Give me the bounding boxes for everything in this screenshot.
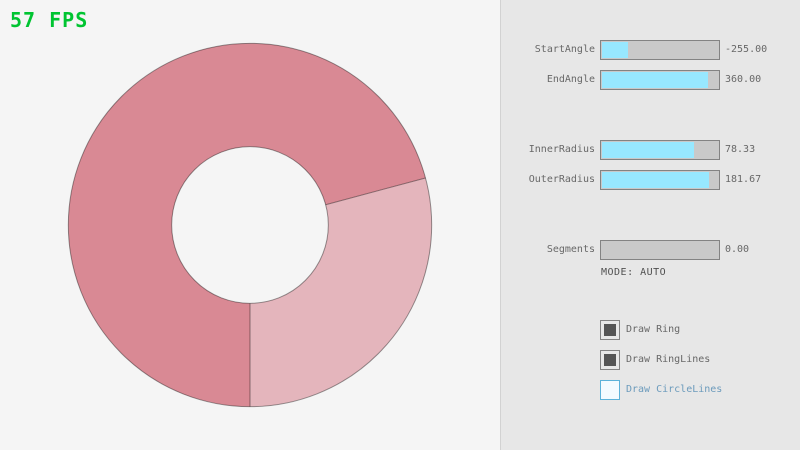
startangle-label: StartAngle [534, 44, 595, 55]
innerradius-slider-row: InnerRadius 78.33 [501, 140, 800, 160]
ring-endcap-line-upper-right [325, 177, 426, 206]
endangle-slider[interactable] [600, 70, 720, 90]
endangle-slider-row: EndAngle 360.00 [501, 70, 800, 90]
draw-ringlines-label: Draw RingLines [626, 354, 711, 365]
segments-slider-row: Segments 0.00 [501, 240, 800, 260]
ring-visual [67, 42, 433, 408]
segments-value: 0.00 [725, 244, 750, 255]
startangle-value: -255.00 [725, 44, 768, 55]
draw-ringlines-checkmark [604, 354, 616, 366]
outerradius-slider-row: OuterRadius 181.67 [501, 170, 800, 190]
outerradius-slider-fill [602, 172, 710, 188]
startangle-slider-fill [602, 42, 628, 58]
endangle-slider-fill [602, 72, 709, 88]
draw-circlelines-checkbox[interactable] [600, 380, 620, 400]
ring-light-segment [250, 177, 432, 407]
ring-dark-segment [68, 43, 426, 407]
outerradius-label: OuterRadius [528, 174, 595, 185]
control-panel: StartAngle -255.00 EndAngle 360.00 Inner… [500, 0, 800, 450]
endangle-label: EndAngle [546, 74, 595, 85]
draw-ringlines-checkbox-row: Draw RingLines [600, 350, 800, 370]
draw-ring-checkbox-row: Draw Ring [600, 320, 800, 340]
fps-counter: 57 FPS [10, 8, 89, 32]
innerradius-label: InnerRadius [528, 144, 595, 155]
endangle-value: 360.00 [725, 74, 762, 85]
segments-slider[interactable] [600, 240, 720, 260]
segments-label: Segments [546, 244, 595, 255]
outerradius-slider[interactable] [600, 170, 720, 190]
startangle-slider-row: StartAngle -255.00 [501, 40, 800, 60]
startangle-slider[interactable] [600, 40, 720, 60]
ring-outer-outline [67, 42, 433, 408]
draw-ringlines-checkbox[interactable] [600, 350, 620, 370]
outerradius-value: 181.67 [725, 174, 762, 185]
draw-circlelines-checkbox-row: Draw CircleLines [600, 380, 800, 400]
canvas-area: 57 FPS [10, 8, 433, 408]
mode-text: MODE: AUTO [601, 267, 667, 278]
draw-ring-label: Draw Ring [626, 324, 681, 335]
innerradius-slider[interactable] [600, 140, 720, 160]
innerradius-slider-fill [602, 142, 695, 158]
ring-inner-outline [171, 146, 329, 304]
draw-ring-checkmark [604, 324, 616, 336]
draw-ring-checkbox[interactable] [600, 320, 620, 340]
innerradius-value: 78.33 [725, 144, 756, 155]
draw-circlelines-label: Draw CircleLines [626, 384, 723, 395]
